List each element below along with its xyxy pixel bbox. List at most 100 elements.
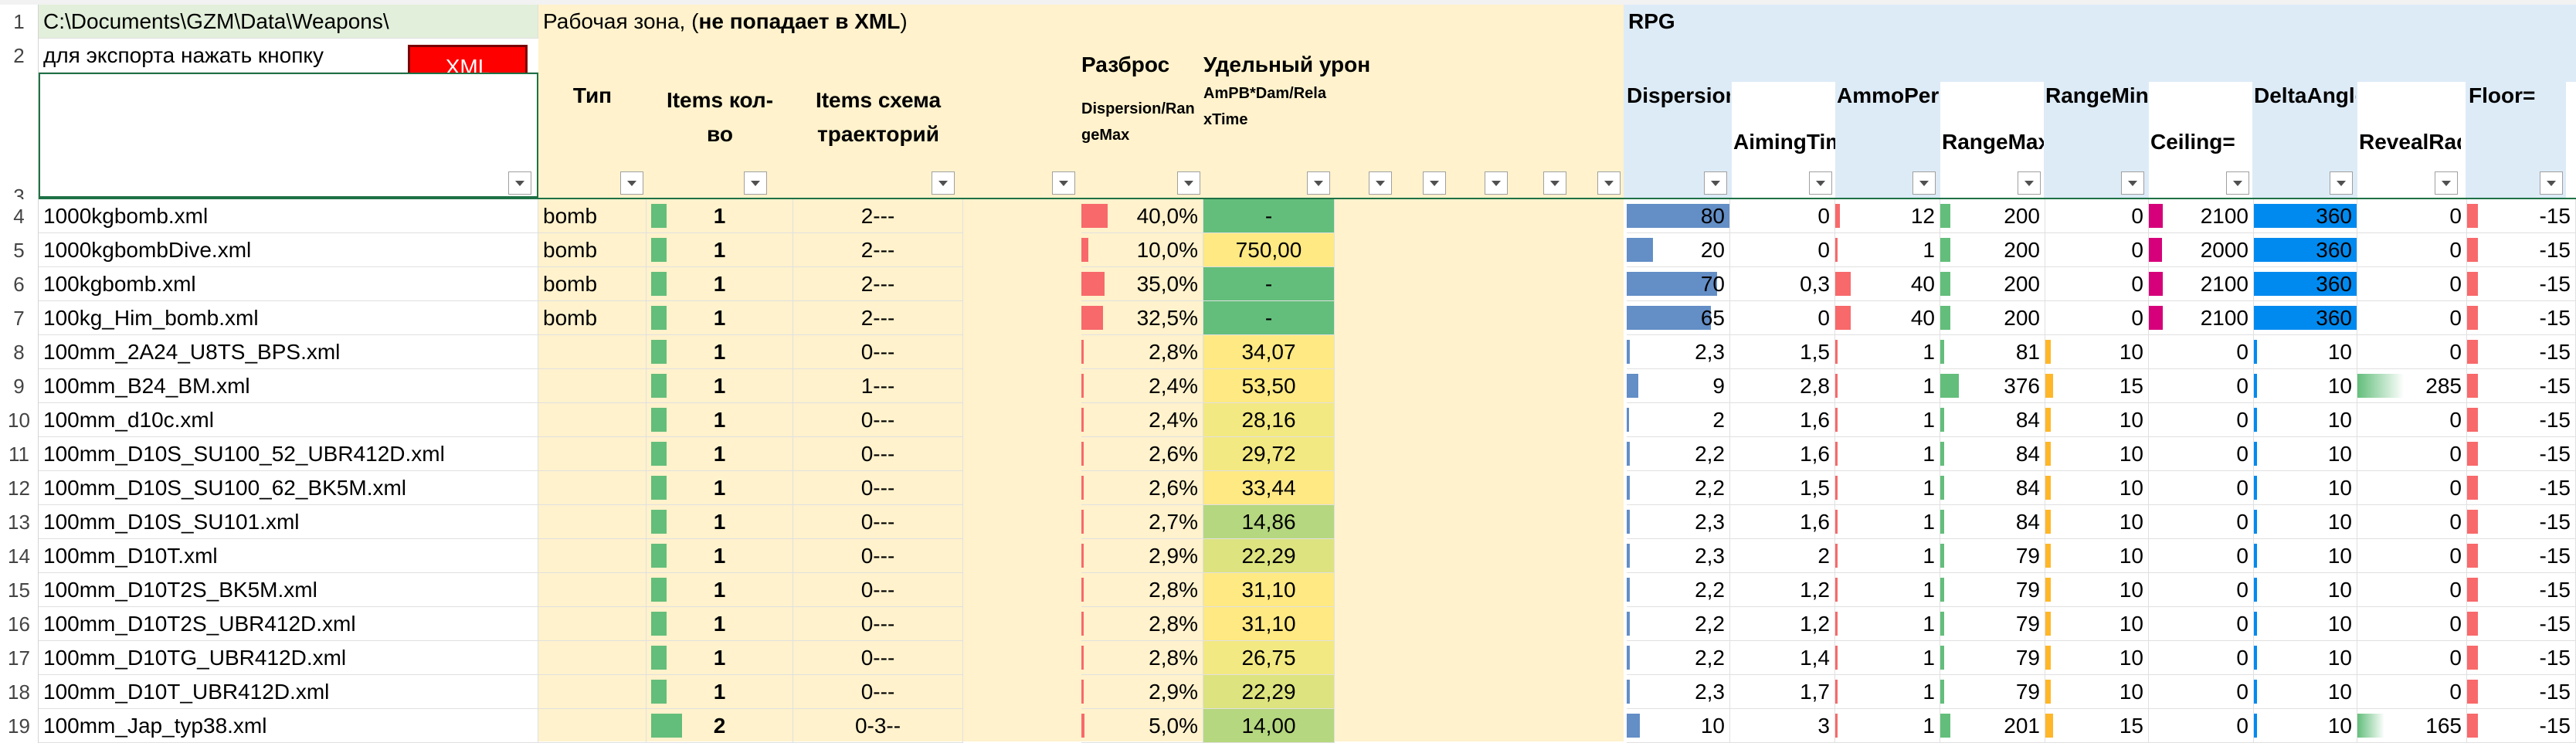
aim-cell[interactable]: 2,8 [1730,369,1835,403]
weapon-file-name[interactable]: 100mm_D10T_UBR412D.xml [39,675,538,709]
path-cell[interactable]: C:\Documents\GZM\Data\Weapons\ [39,5,538,39]
delta-cell[interactable]: 360 [2254,267,2357,301]
disp-cell[interactable]: 2,3 [1627,675,1730,709]
type-cell[interactable] [538,641,647,675]
disp-cell[interactable]: 2,3 [1627,539,1730,573]
delta-cell[interactable]: 10 [2254,539,2357,573]
reveal-cell[interactable]: 0 [2357,471,2467,505]
rmax-cell[interactable]: 200 [1940,233,2045,267]
ceil-cell[interactable]: 2100 [2149,301,2254,335]
ceil-cell[interactable]: 0 [2149,573,2254,607]
type-cell[interactable]: bomb [538,267,647,301]
type-cell[interactable] [538,335,647,369]
rmax-cell[interactable]: 84 [1940,505,2045,539]
floor-cell[interactable]: -15 [2467,301,2576,335]
spread-cell[interactable]: 2,4% [1081,369,1203,403]
row-number[interactable]: 10 [0,403,39,437]
row-number[interactable]: 4 [0,199,39,233]
rmax-cell[interactable]: 200 [1940,301,2045,335]
type-cell[interactable]: bomb [538,233,647,267]
count-cell[interactable]: 1 [647,573,793,607]
dmg-cell[interactable]: 31,10 [1203,573,1335,607]
aim-cell[interactable]: 0 [1730,199,1835,233]
ammo-cell[interactable]: 1 [1835,233,1940,267]
ammo-cell[interactable]: 1 [1835,335,1940,369]
rmin-cell[interactable]: 0 [2045,301,2149,335]
floor-cell[interactable]: -15 [2467,369,2576,403]
ammo-cell[interactable]: 1 [1835,471,1940,505]
count-cell[interactable]: 1 [647,505,793,539]
disp-cell[interactable]: 2,3 [1627,505,1730,539]
delta-cell[interactable]: 10 [2254,437,2357,471]
delta-cell[interactable]: 10 [2254,505,2357,539]
delta-cell[interactable]: 10 [2254,607,2357,641]
weapon-file-name[interactable]: 100kg_Him_bomb.xml [39,301,538,335]
ceil-cell[interactable]: 0 [2149,369,2254,403]
dmg-cell[interactable]: 34,07 [1203,335,1335,369]
row-number[interactable]: 15 [0,573,39,607]
aim-cell[interactable]: 1,6 [1730,505,1835,539]
dmg-cell[interactable]: 53,50 [1203,369,1335,403]
rmax-cell[interactable]: 84 [1940,437,2045,471]
filter-reveal-button[interactable] [2435,171,2458,195]
row-number[interactable]: 17 [0,641,39,675]
weapon-file-name[interactable]: 100kgbomb.xml [39,267,538,301]
aim-cell[interactable]: 2 [1730,539,1835,573]
ammo-cell[interactable]: 1 [1835,437,1940,471]
rmin-cell[interactable]: 10 [2045,335,2149,369]
aim-cell[interactable]: 1,2 [1730,607,1835,641]
row-number[interactable]: 13 [0,505,39,539]
weapon-file-name[interactable]: 100mm_d10c.xml [39,403,538,437]
dmg-cell[interactable]: 29,72 [1203,437,1335,471]
filter-dispersion-button[interactable] [1704,171,1727,195]
scheme-cell[interactable]: 0--- [793,573,963,607]
dmg-cell[interactable]: 28,16 [1203,403,1335,437]
dmg-cell[interactable]: 22,29 [1203,539,1335,573]
dmg-cell[interactable]: - [1203,301,1335,335]
row-number[interactable]: 2 [0,39,39,73]
scheme-cell[interactable]: 0--- [793,471,963,505]
weapon-file-name[interactable]: 100mm_D10S_SU101.xml [39,505,538,539]
rmin-cell[interactable]: 10 [2045,573,2149,607]
scheme-cell[interactable]: 2--- [793,301,963,335]
floor-cell[interactable]: -15 [2467,471,2576,505]
rmin-cell[interactable]: 10 [2045,641,2149,675]
delta-cell[interactable]: 10 [2254,709,2357,743]
row-number[interactable]: 8 [0,335,39,369]
count-cell[interactable]: 2 [647,709,793,743]
row-number[interactable]: 6 [0,267,39,301]
dmg-cell[interactable]: 22,29 [1203,675,1335,709]
disp-cell[interactable]: 2,2 [1627,641,1730,675]
aim-cell[interactable]: 0,3 [1730,267,1835,301]
delta-cell[interactable]: 10 [2254,675,2357,709]
scheme-cell[interactable]: 0--- [793,675,963,709]
ceil-cell[interactable]: 0 [2149,403,2254,437]
rmax-cell[interactable]: 81 [1940,335,2045,369]
floor-cell[interactable]: -15 [2467,267,2576,301]
ceil-cell[interactable]: 2100 [2149,267,2254,301]
floor-cell[interactable]: -15 [2467,709,2576,743]
rmin-cell[interactable]: 15 [2045,369,2149,403]
disp-cell[interactable]: 20 [1627,233,1730,267]
scheme-cell[interactable]: 2--- [793,233,963,267]
count-cell[interactable]: 1 [647,641,793,675]
aim-cell[interactable]: 1,2 [1730,573,1835,607]
ceil-cell[interactable]: 0 [2149,709,2254,743]
spread-cell[interactable]: 5,0% [1081,709,1203,743]
rmax-cell[interactable]: 376 [1940,369,2045,403]
count-cell[interactable]: 1 [647,403,793,437]
type-cell[interactable] [538,539,647,573]
reveal-cell[interactable]: 0 [2357,505,2467,539]
type-cell[interactable] [538,573,647,607]
reveal-cell[interactable]: 165 [2357,709,2467,743]
reveal-cell[interactable]: 0 [2357,301,2467,335]
spread-cell[interactable]: 32,5% [1081,301,1203,335]
row-number[interactable]: 3 [0,73,39,208]
delta-cell[interactable]: 10 [2254,641,2357,675]
ammo-cell[interactable]: 1 [1835,539,1940,573]
spread-cell[interactable]: 2,4% [1081,403,1203,437]
count-cell[interactable]: 1 [647,335,793,369]
row-number[interactable]: 19 [0,709,39,743]
rmin-cell[interactable]: 10 [2045,675,2149,709]
scheme-cell[interactable]: 0--- [793,539,963,573]
